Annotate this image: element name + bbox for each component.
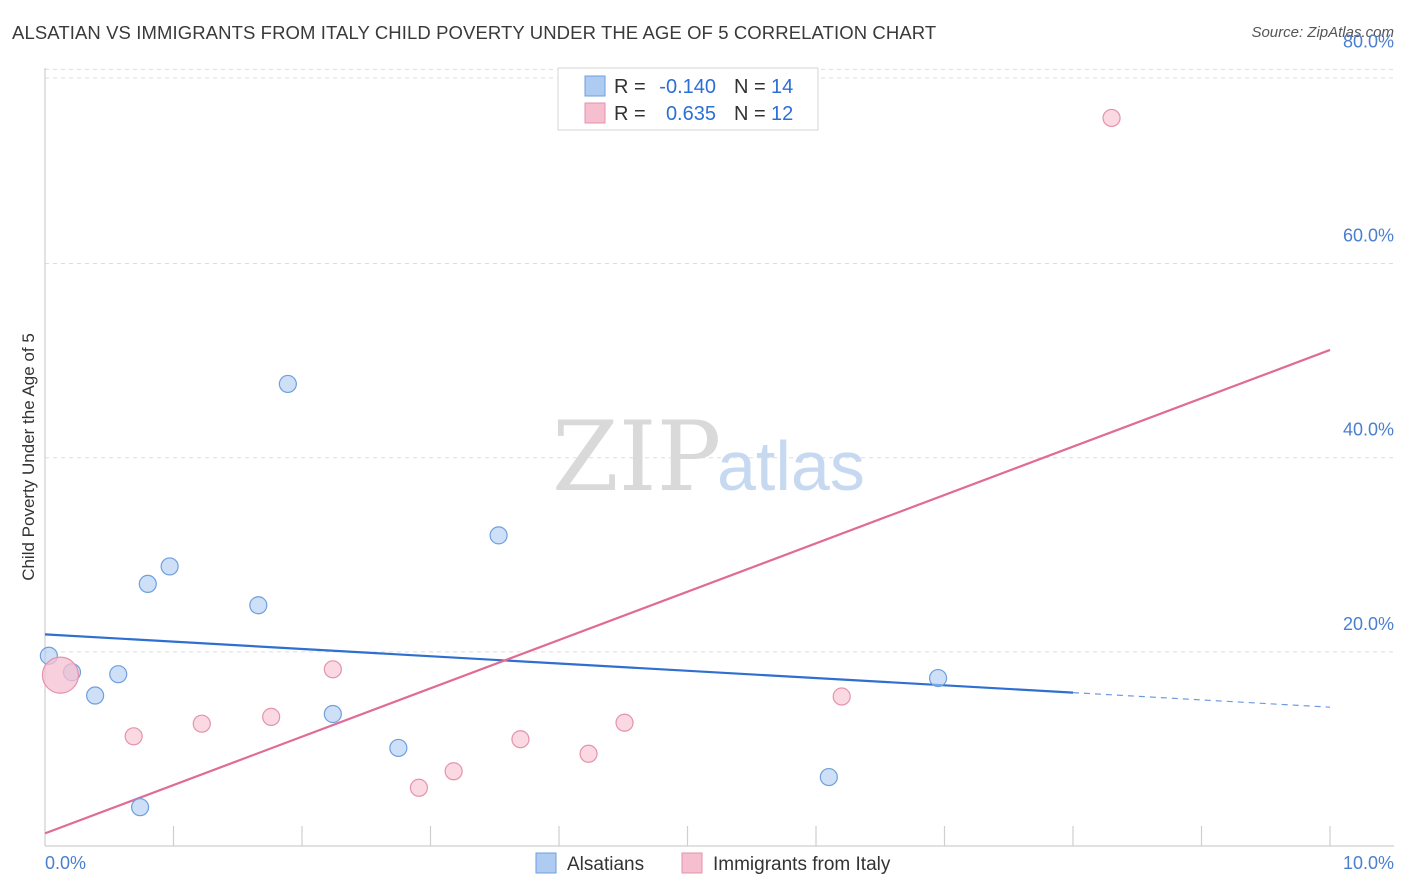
legend-r-value-1: -0.140 <box>659 76 716 98</box>
trend-lines <box>44 348 1331 835</box>
legend-n-label-1: N = <box>734 76 766 98</box>
point-alsatians-11 <box>389 738 408 758</box>
point-italy-7 <box>444 762 463 781</box>
trend-line-alsatians <box>44 633 1074 694</box>
point-alsatians-3 <box>86 686 105 705</box>
legend-r-value-2: 0.635 <box>666 103 716 125</box>
y-tick-label-80: 80.0% <box>1343 31 1394 51</box>
point-italy-2 <box>124 727 143 746</box>
point-italy-3 <box>192 714 211 733</box>
point-italy-10 <box>615 713 634 732</box>
point-alsatians-8 <box>249 596 268 615</box>
watermark-atlas: atlas <box>717 427 865 505</box>
legend-n-value-1: 14 <box>771 76 793 98</box>
series-legend: Alsatians Immigrants from Italy <box>535 852 891 875</box>
point-italy-1 <box>41 656 80 694</box>
trend-line-italy <box>44 348 1331 835</box>
point-italy-4 <box>262 707 281 726</box>
point-italy-6 <box>409 778 429 797</box>
x-tick-label-max: 10.0% <box>1343 853 1394 873</box>
y-tick-label-20: 20.0% <box>1343 614 1394 634</box>
point-italy-5 <box>323 660 342 679</box>
point-alsatians-6 <box>138 574 157 594</box>
correlation-legend: R = -0.140 N = 14 R = 0.635 N = 12 <box>557 67 819 131</box>
chart-title: ALSATIAN VS IMMIGRANTS FROM ITALY CHILD … <box>12 22 937 43</box>
point-alsatians-9 <box>278 374 297 394</box>
point-alsatians-4 <box>109 665 128 684</box>
point-italy-8 <box>511 730 530 749</box>
point-alsatians-12 <box>489 526 508 545</box>
point-alsatians-13 <box>819 767 838 787</box>
watermark: ZIP atlas <box>552 401 865 513</box>
point-alsatians-14 <box>928 668 948 688</box>
point-italy-12 <box>1102 108 1121 128</box>
legend-r-label-1: R = <box>614 76 646 98</box>
legend-swatch-italy <box>584 102 606 124</box>
point-italy-9 <box>579 744 598 763</box>
legend-n-label-2: N = <box>734 103 766 125</box>
legend-r-label-2: R = <box>614 103 646 125</box>
legend-n-value-2: 12 <box>771 103 793 125</box>
watermark-zip: ZIP <box>552 401 721 513</box>
point-alsatians-5 <box>130 798 150 817</box>
y-tick-label-60: 60.0% <box>1343 226 1394 246</box>
source-credit: Source: ZipAtlas.com <box>1251 24 1394 41</box>
gridlines <box>45 68 1394 653</box>
x-tick-label-min: 0.0% <box>45 853 86 873</box>
y-tick-labels: 20.0% 40.0% 60.0% 80.0% <box>1343 31 1394 633</box>
data-points <box>39 108 1121 817</box>
legend-swatch-alsatians <box>584 75 606 97</box>
trend-line-alsatians-extension <box>1072 692 1331 708</box>
bottom-legend-label-alsatians: Alsatians <box>567 854 644 875</box>
point-italy-11 <box>832 687 851 706</box>
bottom-legend-swatch-italy <box>681 852 703 874</box>
point-alsatians-7 <box>160 557 179 576</box>
y-axis-label: Child Poverty Under the Age of 5 <box>19 333 38 581</box>
bottom-legend-swatch-alsatians <box>535 852 557 874</box>
y-tick-label-40: 40.0% <box>1343 420 1394 440</box>
x-axis-ticks <box>172 826 1331 846</box>
point-alsatians-10 <box>323 704 342 724</box>
bottom-legend-label-italy: Immigrants from Italy <box>713 854 891 875</box>
